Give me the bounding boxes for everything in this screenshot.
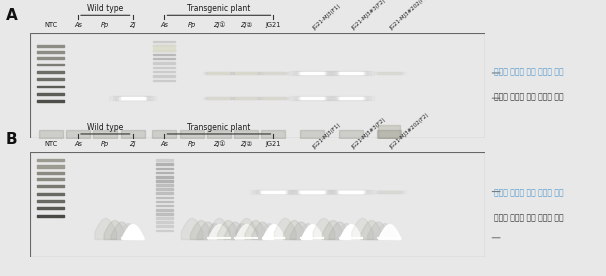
Text: JG21: JG21 — [266, 140, 281, 147]
Text: B: B — [6, 132, 18, 147]
Text: JG21-MJ3#3(F2): JG21-MJ3#3(F2) — [351, 117, 387, 150]
Text: Wild type: Wild type — [87, 4, 124, 13]
Text: Zj: Zj — [129, 140, 136, 147]
Text: Zj②: Zj② — [240, 140, 252, 147]
Text: Pp: Pp — [187, 22, 196, 28]
Text: Pp: Pp — [101, 140, 110, 147]
Text: NTC: NTC — [44, 22, 58, 28]
Text: 이벤트 특이적 도입 유전자 증폭: 이벤트 특이적 도입 유전자 증폭 — [494, 189, 564, 198]
Text: As: As — [74, 22, 82, 28]
Text: JG21-MJ3#202(F2): JG21-MJ3#202(F2) — [390, 112, 430, 150]
Text: Zj②: Zj② — [240, 22, 252, 28]
Text: Pp: Pp — [187, 140, 196, 147]
Text: JG21-MJ3#202(F2): JG21-MJ3#202(F2) — [390, 0, 430, 31]
Text: 이벤트 특이적 도입 유전자 증폭: 이벤트 특이적 도입 유전자 증폭 — [494, 67, 564, 76]
Text: A: A — [6, 8, 18, 23]
Text: 들잌디 특이적 내재 유전자 증폭: 들잌디 특이적 내재 유전자 증폭 — [494, 214, 564, 222]
Text: JG21-MJ3(F1): JG21-MJ3(F1) — [312, 122, 342, 150]
Text: Pp: Pp — [101, 22, 110, 28]
Text: Transgenic plant: Transgenic plant — [187, 123, 251, 132]
Text: Wild type: Wild type — [87, 123, 124, 132]
Text: Zj①: Zj① — [213, 140, 225, 147]
Text: JG21-MJ3#3(F2): JG21-MJ3#3(F2) — [351, 0, 387, 31]
Text: 들잌디 특이적 내재 유전자 증폭: 들잌디 특이적 내재 유전자 증폭 — [494, 92, 564, 101]
Text: Zj: Zj — [129, 22, 136, 28]
Text: Transgenic plant: Transgenic plant — [187, 4, 251, 13]
Text: NTC: NTC — [44, 140, 58, 147]
Text: As: As — [74, 140, 82, 147]
Text: JG21-MJ3(F1): JG21-MJ3(F1) — [312, 4, 342, 31]
Text: JG21: JG21 — [266, 22, 281, 28]
Text: As: As — [161, 140, 168, 147]
Text: Zj①: Zj① — [213, 21, 225, 28]
Text: As: As — [161, 22, 168, 28]
